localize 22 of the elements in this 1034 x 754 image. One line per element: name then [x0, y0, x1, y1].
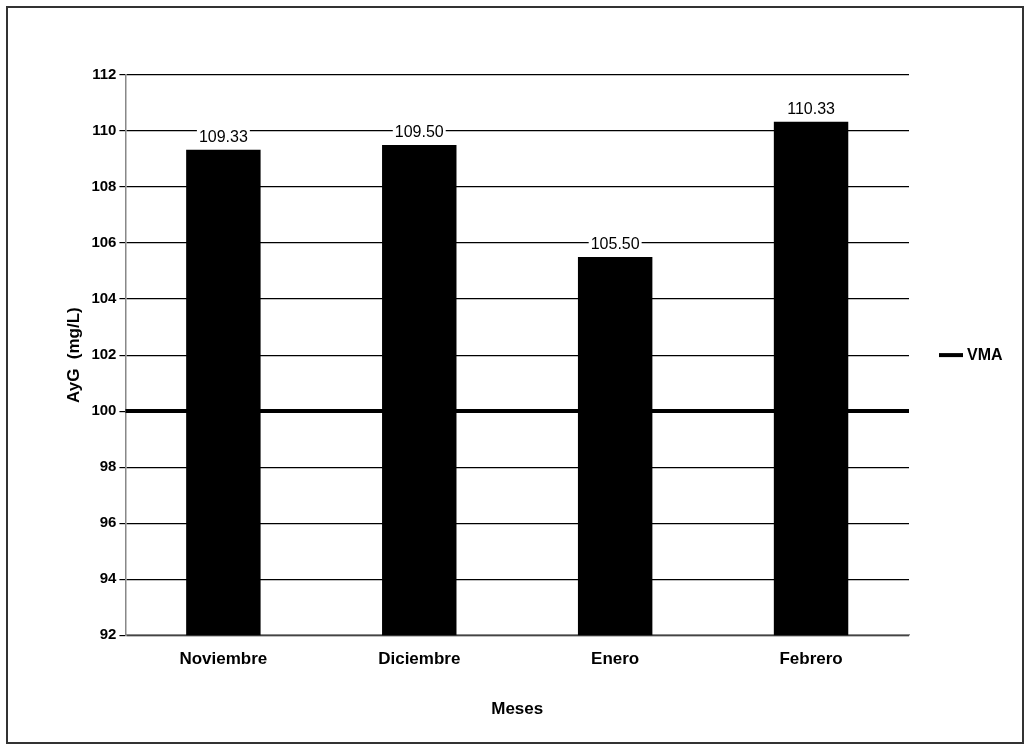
legend-label: VMA — [967, 345, 1003, 363]
y-tick-label: 108 — [91, 177, 117, 195]
x-tick-label: Enero — [591, 649, 640, 669]
data-label: 110.33 — [787, 100, 836, 118]
data-label: 109.50 — [394, 123, 444, 141]
data-label: 109.33 — [198, 128, 248, 146]
y-tick-label: 92 — [99, 625, 117, 643]
y-tick-label: 94 — [99, 569, 118, 587]
x-tick-label: Diciembre — [378, 649, 461, 669]
y-tick-label: 100 — [91, 401, 117, 419]
data-label: 105.50 — [590, 235, 640, 253]
y-tick-label: 104 — [91, 289, 118, 307]
y-tick-label: 112 — [92, 65, 117, 83]
y-tick-label: 106 — [91, 233, 117, 251]
y-tick-label: 96 — [99, 513, 117, 531]
x-axis-title: Meses — [491, 699, 544, 719]
x-tick-label: Noviembre — [179, 649, 268, 669]
y-axis-title: AyG (mg/L) — [63, 307, 83, 403]
y-tick-label: 98 — [99, 457, 117, 475]
y-tick-label: 102 — [91, 345, 117, 363]
x-tick-label: Febrero — [779, 649, 843, 669]
y-tick-label: 110 — [92, 121, 117, 139]
